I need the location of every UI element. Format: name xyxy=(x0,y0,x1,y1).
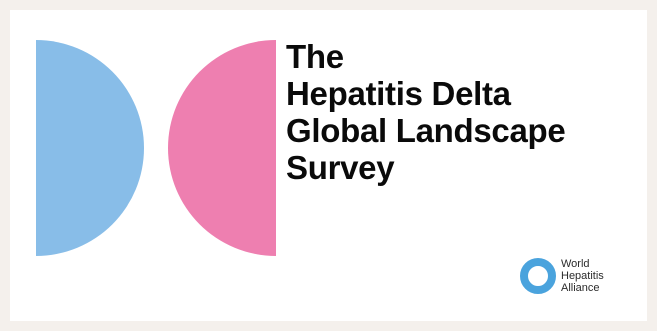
logo-line-1: World xyxy=(561,258,590,270)
title-line-1: The xyxy=(286,38,344,75)
logo-line-2: Hepatitis xyxy=(561,270,604,282)
pink-half-circle xyxy=(168,40,276,256)
banner-card: The Hepatitis Delta Global Landscape Sur… xyxy=(10,10,647,321)
title-line-2: Hepatitis Delta xyxy=(286,75,511,112)
title-line-4: Survey xyxy=(286,149,395,186)
semicircle-graphic xyxy=(36,40,276,256)
logo-wordmark: World Hepatitis Alliance xyxy=(561,258,604,294)
page-title: The Hepatitis Delta Global Landscape Sur… xyxy=(286,38,566,186)
blue-half-circle xyxy=(36,40,144,256)
ring-icon xyxy=(520,258,556,294)
world-hepatitis-alliance-logo: World Hepatitis Alliance xyxy=(519,257,604,295)
title-line-3: Global Landscape xyxy=(286,112,566,149)
logo-line-3: Alliance xyxy=(561,282,600,294)
